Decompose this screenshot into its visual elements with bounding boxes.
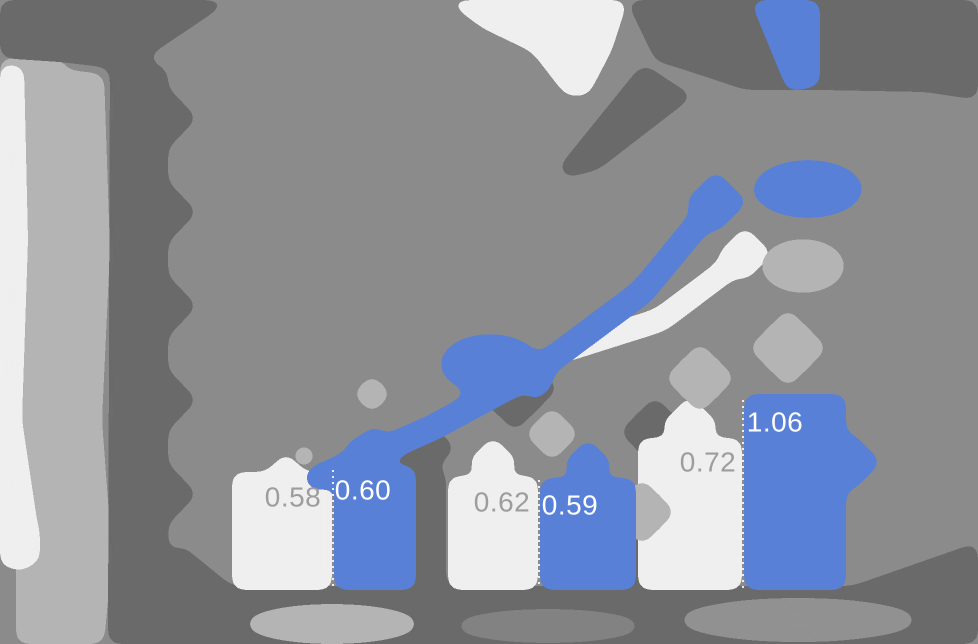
line-blue-marker-diamond — [684, 170, 748, 234]
value-label-light-2: 0.62 — [474, 487, 531, 518]
legend-tail-blob — [558, 64, 694, 178]
decor-gray-diamond — [664, 342, 736, 414]
left-edge-strip — [0, 64, 40, 572]
y-tick-blob — [138, 276, 198, 336]
line-blue-label-blob — [753, 160, 863, 218]
value-labels: 0.58 0.60 0.62 0.59 0.72 1.06 — [265, 407, 804, 521]
floor-wedge — [170, 542, 232, 586]
legend-swatch-blue — [750, 0, 820, 92]
bar-blue-1 — [334, 466, 416, 590]
y-tick-blob — [138, 182, 198, 242]
value-label-light-3: 0.72 — [680, 447, 737, 478]
line-light-label-blob — [761, 239, 845, 293]
bar-blue-2 — [540, 478, 636, 590]
bar-light-3-cap — [660, 395, 720, 455]
title-blob — [0, 0, 232, 70]
bar-blue-3-bump — [822, 432, 882, 492]
value-label-blue-1: 0.60 — [335, 475, 392, 506]
value-label-blue-3: 1.06 — [747, 407, 804, 438]
gray-decor-layer — [246, 239, 916, 644]
decor-gray-diamond — [290, 442, 318, 470]
bar-blue-3 — [744, 394, 846, 590]
x-label-blob-2 — [456, 609, 640, 643]
line-blue-label-blob — [440, 334, 540, 394]
white-blob-layer — [0, 0, 773, 590]
x-label-blob-1 — [246, 604, 418, 644]
decor-gray-diamond — [524, 406, 580, 462]
bar-separator-dots — [332, 400, 744, 588]
bar-light-2-cap — [467, 436, 519, 488]
x-label-blob-3 — [680, 598, 916, 642]
y-tick-blob — [138, 370, 198, 430]
y-tick-blob — [138, 464, 198, 524]
decor-gray-diamond — [748, 308, 828, 388]
bar-blue-2-cap — [562, 438, 614, 490]
left-corner-blob — [0, 528, 40, 564]
legend-swatch-light — [445, 0, 628, 96]
line-blue-marker-diamond — [344, 434, 372, 462]
line-light-marker-diamond — [717, 226, 773, 282]
decor-gray-diamond — [352, 374, 392, 414]
bar-light-2 — [448, 476, 538, 590]
value-label-light-1: 0.58 — [265, 482, 322, 513]
y-tick-blob — [138, 88, 198, 148]
value-label-blue-2: 0.59 — [542, 490, 599, 521]
blue-blob-layer — [305, 0, 882, 590]
y-axis-blob — [16, 64, 112, 644]
